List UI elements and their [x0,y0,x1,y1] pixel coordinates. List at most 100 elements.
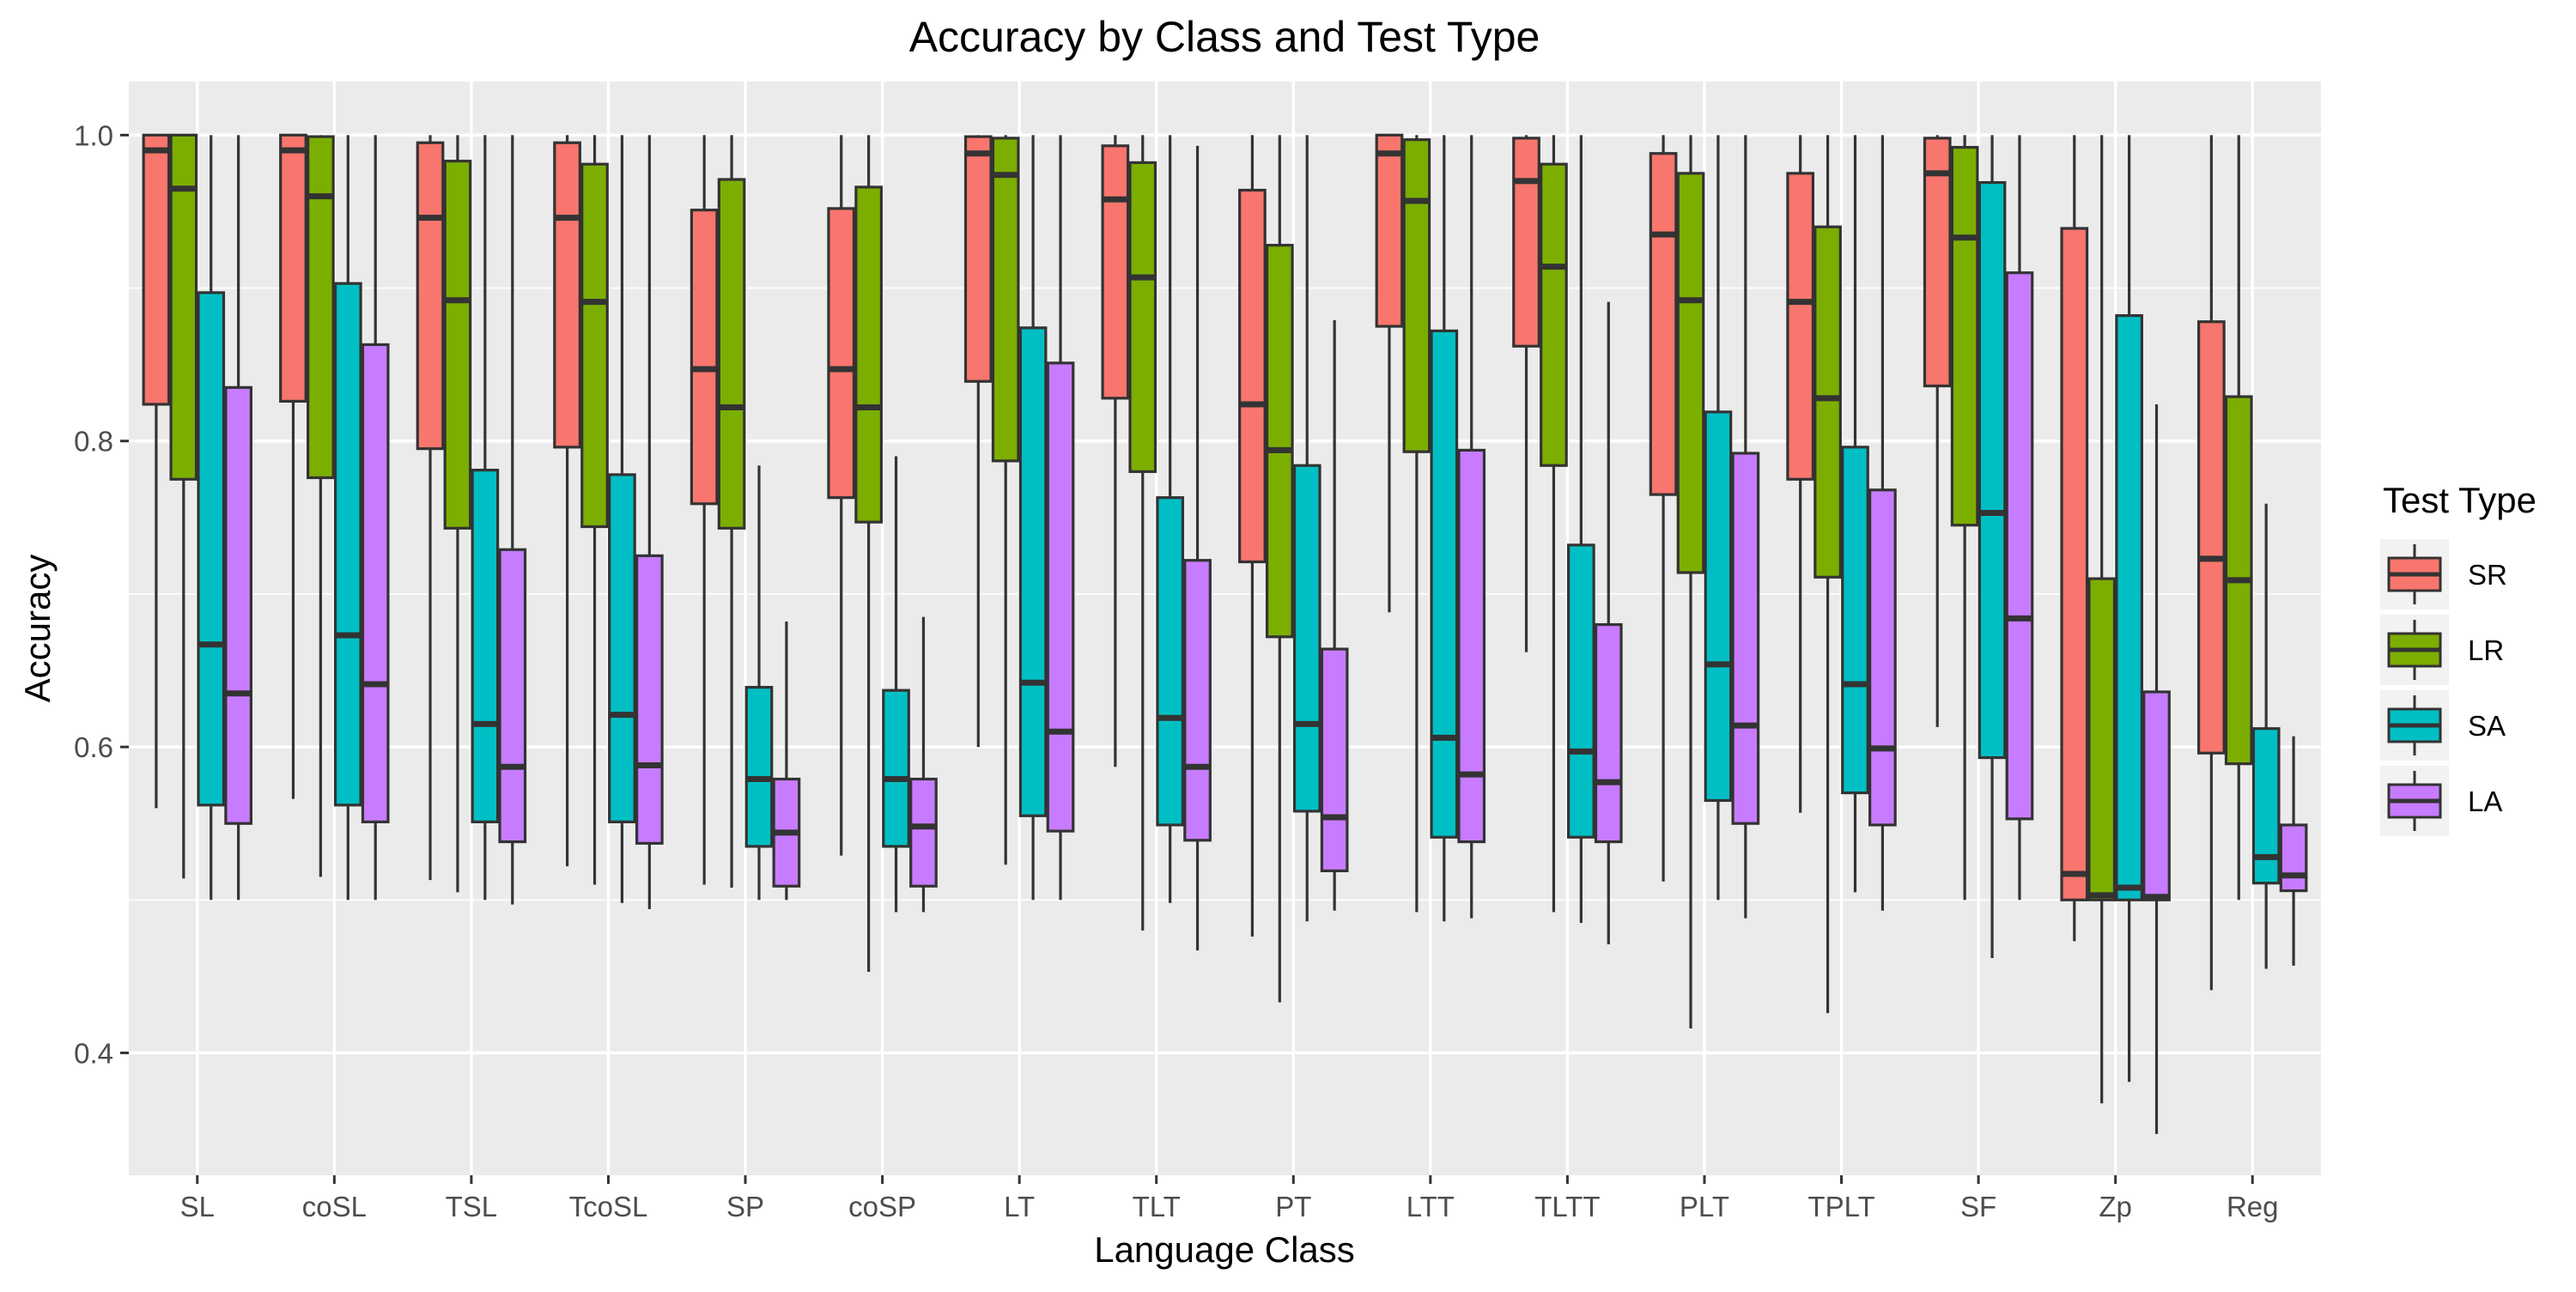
box-LR-Reg [2224,135,2253,901]
box-body [1814,225,1842,579]
box-LR-TSL [443,135,472,893]
box-SA-Zp [2115,135,2143,1083]
box-LR-coSP [854,135,883,973]
legend: Test Type SR LR SA LA [2380,480,2537,836]
box-body [224,385,253,825]
box-SR-TcoSL [553,135,581,867]
box-SA-Reg [2251,503,2281,969]
x-tick-label: Zp [2099,1191,2132,1222]
box-body [1457,448,1486,844]
box-LA-TPLT [1868,135,1897,911]
box-body [1540,162,1568,467]
box-LA-LTT [1457,135,1486,919]
box-body [553,141,581,449]
box-SA-coSP [882,456,910,913]
box-body [443,160,472,530]
x-tick-label: TLTT [1534,1191,1600,1222]
box-body [2087,577,2117,901]
box-SR-coSL [279,133,307,799]
x-tick-label: TPLT [1807,1191,1874,1222]
box-SR-SF [1923,135,1952,727]
legend-label: SR [2468,559,2507,591]
y-tick-label: 1.0 [74,119,113,151]
box-LA-coSP [909,616,938,913]
x-tick-label: TSL [446,1191,498,1222]
box-body [2142,690,2171,901]
box-LA-LT [1046,135,1075,901]
box-LA-SL [224,135,253,901]
box-LA-SF [2005,135,2034,901]
x-tick-label: coSP [848,1191,916,1222]
x-tick-label: PLT [1680,1191,1729,1222]
legend-title: Test Type [2383,480,2537,520]
y-axis-label: Accuracy [17,555,58,703]
box-SR-LT [963,135,993,748]
box-body [608,473,636,823]
box-body [1046,361,1075,833]
box-body [1868,488,1897,827]
box-body [1430,329,1459,839]
box-SA-SF [1978,135,2007,958]
box-body [717,178,746,530]
box-SR-SP [690,135,719,885]
x-tick-label: LT [1004,1191,1035,1222]
x-axis: SL coSL TSL TcoSL SP coSP LT TLT PT LTT TLTT PLT TPL… [180,1175,2279,1222]
box-SR-coSP [827,135,856,856]
box-SA-TLTT [1567,135,1595,923]
box-SR-TLTT [1512,135,1540,652]
box-LR-TLT [1128,135,1157,931]
box-body [635,554,664,845]
box-SA-PLT [1704,135,1733,901]
box-body [1320,647,1349,873]
box-LR-PLT [1676,135,1705,1028]
box-SA-TLT [1156,135,1185,903]
legend-entry-LA: LA [2380,766,2502,836]
box-body [991,136,1020,463]
legend-entry-LR: LR [2380,615,2504,685]
box-body [1649,152,1678,496]
box-LR-TLTT [1540,135,1568,913]
box-SR-Zp [2060,135,2089,942]
box-body [1402,138,1431,453]
legend-entry-SA: SA [2380,690,2506,761]
box-body [1923,136,1952,388]
box-LR-SF [1950,135,1979,901]
box-body [1265,244,1294,639]
box-body [963,135,993,383]
box-LA-TSL [498,135,527,905]
box-LA-TLT [1183,145,1212,951]
box-body [1841,446,1869,795]
legend-label: LR [2468,634,2504,666]
chart-title: Accuracy by Class and Test Type [909,13,1540,61]
x-tick-label: Reg [2227,1191,2279,1222]
box-body [882,688,910,848]
box-body [169,133,198,481]
legend-entry-SR: SR [2380,539,2507,610]
box-SA-SP [744,465,774,901]
box-SR-TLT [1101,135,1130,767]
box-body [1567,543,1595,839]
x-tick-label: TLT [1133,1191,1181,1222]
box-SA-TcoSL [608,135,636,903]
box-body [2196,320,2226,755]
box-body [2060,227,2089,901]
box-LA-PT [1320,319,1349,911]
box-body [854,185,883,524]
box-body [498,548,527,844]
box-SA-TSL [471,135,500,901]
box-LR-SL [169,133,198,879]
box-body [1786,172,1815,481]
box-body [197,291,226,807]
box-SA-TPLT [1841,135,1869,893]
box-body [1731,452,1760,825]
x-tick-label: LTT [1406,1191,1455,1222]
box-SR-PT [1238,135,1267,937]
x-tick-label: PT [1275,1191,1311,1222]
y-axis: 0.4 0.6 0.8 1.0 [74,119,129,1069]
box-LR-LTT [1402,135,1431,913]
box-body [1594,622,1623,844]
box-body [279,133,307,403]
box-SR-Reg [2196,135,2226,991]
box-body [142,133,171,406]
